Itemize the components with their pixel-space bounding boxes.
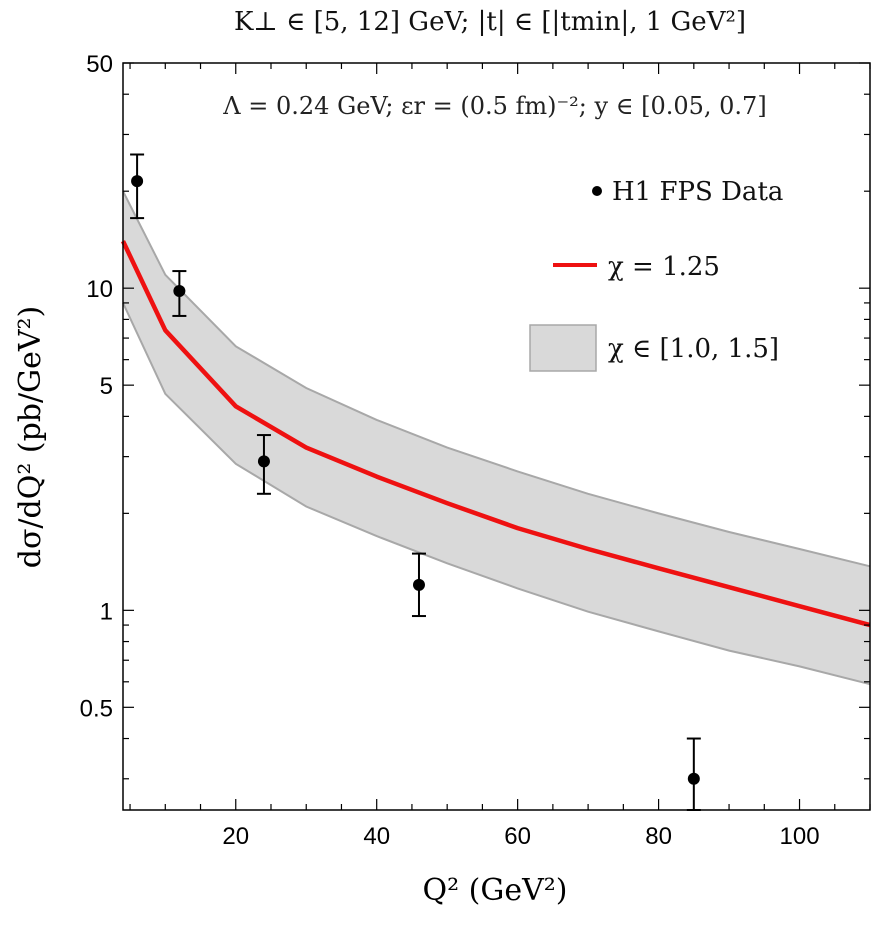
legend-label-data: H1 FPS Data <box>612 177 783 207</box>
x-tick-label: 20 <box>222 823 249 850</box>
data-point-3 <box>411 552 426 618</box>
data-marker <box>131 175 144 188</box>
plot-frame <box>122 62 871 811</box>
y-axis-title: dσ/dQ² (pb/GeV²) <box>13 306 48 569</box>
y-tick-label: 0.5 <box>80 695 113 722</box>
data-marker <box>412 578 425 591</box>
x-tick-label: 80 <box>645 823 672 850</box>
x-tick-label: 100 <box>780 823 820 850</box>
y-tick-label: 10 <box>86 276 113 303</box>
legend-label-band: χ ∈ [1.0, 1.5] <box>608 334 779 364</box>
band-upper-edge <box>122 190 871 568</box>
band-lower-edge <box>122 302 871 686</box>
x-tick-label: 60 <box>504 823 531 850</box>
data-point-0 <box>130 153 145 220</box>
band-layer <box>122 190 871 686</box>
legend-marker-band <box>529 324 597 372</box>
data-point-1 <box>172 270 187 317</box>
legend-marker-data <box>592 186 602 196</box>
chart-title: K⊥ ∈ [5, 12] GeV; |t| ∈ [|tmin|, 1 GeV²] <box>234 7 746 37</box>
data-point-4 <box>686 737 701 811</box>
data-marker <box>173 285 186 298</box>
central-curve <box>120 240 871 628</box>
line-layer <box>120 240 871 628</box>
data-marker <box>257 455 270 468</box>
y-tick-label: 5 <box>100 373 113 400</box>
chart-subtitle: Λ = 0.24 GeV; εr = (0.5 fm)⁻²; y ∈ [0.05… <box>222 92 766 120</box>
y-tick-label: 50 <box>86 51 113 78</box>
uncertainty-band <box>123 191 870 685</box>
x-tick-label: 40 <box>363 823 390 850</box>
data-marker <box>687 772 700 785</box>
legend: H1 FPS Data χ = 1.25 χ ∈ [1.0, 1.5] <box>529 177 783 372</box>
x-axis-title: Q² (GeV²) <box>423 873 568 908</box>
legend-label-line: χ = 1.25 <box>608 252 720 282</box>
data-point-2 <box>256 434 271 495</box>
y-tick-label: 1 <box>100 598 113 625</box>
tick-layer: 20 40 60 80 100 0.5 1 5 10 50 <box>80 51 871 850</box>
